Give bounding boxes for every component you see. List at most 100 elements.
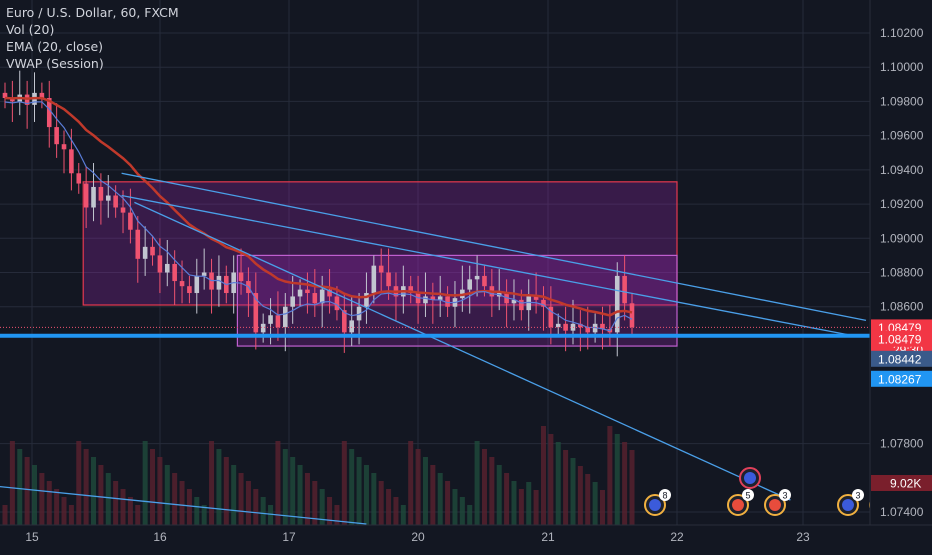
candle-body[interactable] <box>378 265 384 273</box>
candle-body[interactable] <box>135 229 141 259</box>
candle-body[interactable] <box>578 323 583 328</box>
candle-body[interactable] <box>430 296 436 300</box>
candle-body[interactable] <box>570 323 576 331</box>
candle-body[interactable] <box>386 272 391 287</box>
candle-body[interactable] <box>98 186 104 201</box>
candle-body[interactable] <box>445 296 450 307</box>
candle-body[interactable] <box>533 296 539 300</box>
candle-body[interactable] <box>283 306 288 328</box>
legend-title[interactable]: Euro / U.S. Dollar, 60, FXCM <box>6 5 179 20</box>
candle-body[interactable] <box>268 315 273 324</box>
candle-body[interactable] <box>142 246 148 259</box>
price-axis[interactable] <box>870 0 932 550</box>
candle-body[interactable] <box>113 195 118 208</box>
candle-body[interactable] <box>39 92 45 99</box>
candle-body[interactable] <box>275 315 281 328</box>
candle-body[interactable] <box>371 265 377 294</box>
candle-body[interactable] <box>120 207 126 213</box>
candle-body[interactable] <box>128 212 133 230</box>
candle-body[interactable] <box>629 303 635 328</box>
candle-body[interactable] <box>423 296 428 304</box>
event-count-badge <box>742 489 754 501</box>
candle-body[interactable] <box>356 306 362 321</box>
candle-body[interactable] <box>312 293 318 304</box>
candle-body[interactable] <box>437 296 443 300</box>
candle-body[interactable] <box>319 289 325 304</box>
candle-body[interactable] <box>253 293 259 333</box>
candle-body[interactable] <box>157 255 163 273</box>
volume-bar <box>39 473 45 525</box>
legend-vwap[interactable]: VWAP (Session) <box>6 56 104 71</box>
candle-body[interactable] <box>585 327 591 333</box>
volume-bar <box>9 441 15 525</box>
candle-body[interactable] <box>526 296 532 311</box>
event-count: 8 <box>662 491 667 501</box>
trendline[interactable] <box>0 485 367 525</box>
candle-body[interactable] <box>342 310 347 333</box>
volume-bar <box>238 473 244 525</box>
candle-body[interactable] <box>61 144 67 150</box>
candle-body[interactable] <box>600 323 605 329</box>
candle-body[interactable] <box>150 246 155 256</box>
candle-body[interactable] <box>2 92 8 99</box>
candle-body[interactable] <box>69 149 74 174</box>
candle-body[interactable] <box>541 299 546 307</box>
candle-body[interactable] <box>194 275 200 294</box>
candle-body[interactable] <box>238 272 244 282</box>
candle-body[interactable] <box>519 299 524 311</box>
candle-body[interactable] <box>563 323 568 331</box>
candle-body[interactable] <box>511 299 517 304</box>
candle-body[interactable] <box>548 306 554 328</box>
candle-body[interactable] <box>179 281 185 287</box>
price-label: 1.08267 <box>878 372 922 386</box>
candle-body[interactable] <box>187 286 192 294</box>
volume-bar <box>2 505 8 525</box>
legend-ema[interactable]: EMA (20, close) <box>6 39 104 54</box>
candle-body[interactable] <box>216 275 222 290</box>
time-tick-label: 17 <box>282 530 296 544</box>
trendline[interactable] <box>121 172 867 322</box>
candle-body[interactable] <box>349 320 354 333</box>
volume-bar <box>164 465 170 525</box>
volume-bar <box>245 481 251 525</box>
candle-body[interactable] <box>327 289 332 297</box>
candle-body[interactable] <box>334 296 340 311</box>
volume-bar <box>91 457 97 525</box>
volume-bar <box>504 473 510 525</box>
trendline[interactable] <box>121 194 854 337</box>
volume-bar <box>430 465 436 525</box>
trendline-drawings[interactable] <box>0 172 870 525</box>
candle-body[interactable] <box>555 323 561 328</box>
candle-body[interactable] <box>614 275 620 333</box>
candle-body[interactable] <box>297 289 303 297</box>
candle-body[interactable] <box>172 263 177 282</box>
candle-body[interactable] <box>54 127 59 145</box>
candle-body[interactable] <box>482 275 487 287</box>
candle-body[interactable] <box>467 279 473 290</box>
candle-body[interactable] <box>260 323 266 333</box>
trendline[interactable] <box>134 201 791 501</box>
candle-body[interactable] <box>91 186 96 208</box>
volume-bar <box>496 465 502 525</box>
candle-body[interactable] <box>474 275 480 280</box>
candle-body[interactable] <box>164 263 170 273</box>
candle-body[interactable] <box>105 195 111 201</box>
candle-body[interactable] <box>10 98 15 102</box>
flag-emblem-icon <box>842 499 854 511</box>
volume-bar <box>216 449 222 525</box>
candle-body[interactable] <box>201 272 207 276</box>
legend-vol[interactable]: Vol (20) <box>6 22 55 37</box>
candle-body[interactable] <box>290 296 295 307</box>
candle-body[interactable] <box>622 275 627 304</box>
candle-body[interactable] <box>76 173 82 184</box>
candle-body[interactable] <box>83 183 89 208</box>
candle-body[interactable] <box>408 286 414 294</box>
candle-body[interactable] <box>46 98 52 128</box>
candle-body[interactable] <box>364 293 369 307</box>
volume-bars <box>2 426 635 525</box>
candle-body[interactable] <box>305 289 310 294</box>
volume-bar <box>563 450 569 525</box>
volume-bar <box>24 457 30 525</box>
